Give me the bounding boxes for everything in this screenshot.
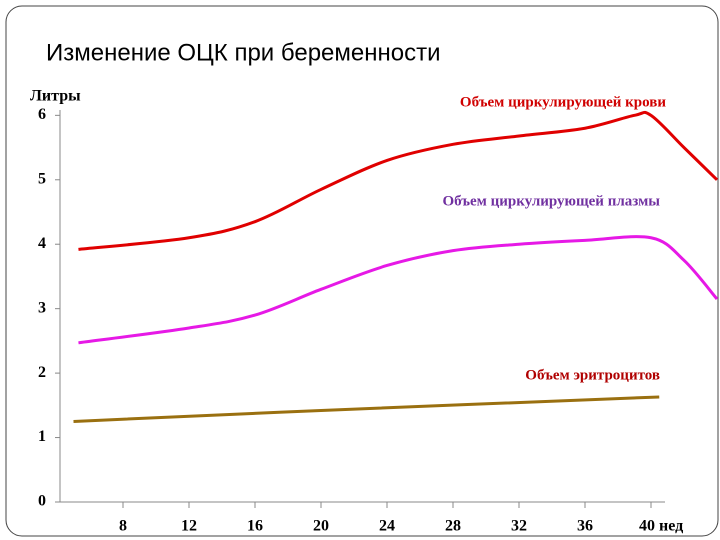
series-line (78, 110, 719, 251)
y-tick-label: 0 (38, 493, 46, 510)
x-tick-label: 16 (247, 518, 263, 535)
x-tick-label: 12 (181, 518, 197, 535)
series-label: Объем циркулирующей плазмы (442, 193, 660, 209)
series-label: Объем эритроцитов (525, 367, 660, 383)
series-label: Объем циркулирующей крови (460, 94, 666, 110)
y-tick-label: 6 (38, 106, 46, 123)
x-tick-label: 40 нед (639, 518, 683, 535)
x-tick-label: 28 (445, 518, 461, 535)
series-line (73, 395, 660, 423)
x-tick-label: 24 (379, 518, 395, 535)
y-tick-label: 3 (38, 299, 46, 316)
y-tick-label: 4 (38, 235, 46, 252)
slide-frame (5, 5, 719, 537)
y-tick-label: 5 (38, 170, 46, 187)
series-line (78, 235, 719, 345)
y-tick-label: 1 (38, 428, 46, 445)
x-tick-label: 8 (119, 518, 127, 535)
y-tick-label: 2 (38, 364, 46, 381)
x-tick-label: 20 (313, 518, 329, 535)
y-axis-label: Литры (30, 88, 81, 105)
x-tick-label: 32 (511, 518, 527, 535)
chart-title: Изменение ОЦК при беременности (46, 39, 441, 66)
x-tick-label: 36 (577, 518, 593, 535)
